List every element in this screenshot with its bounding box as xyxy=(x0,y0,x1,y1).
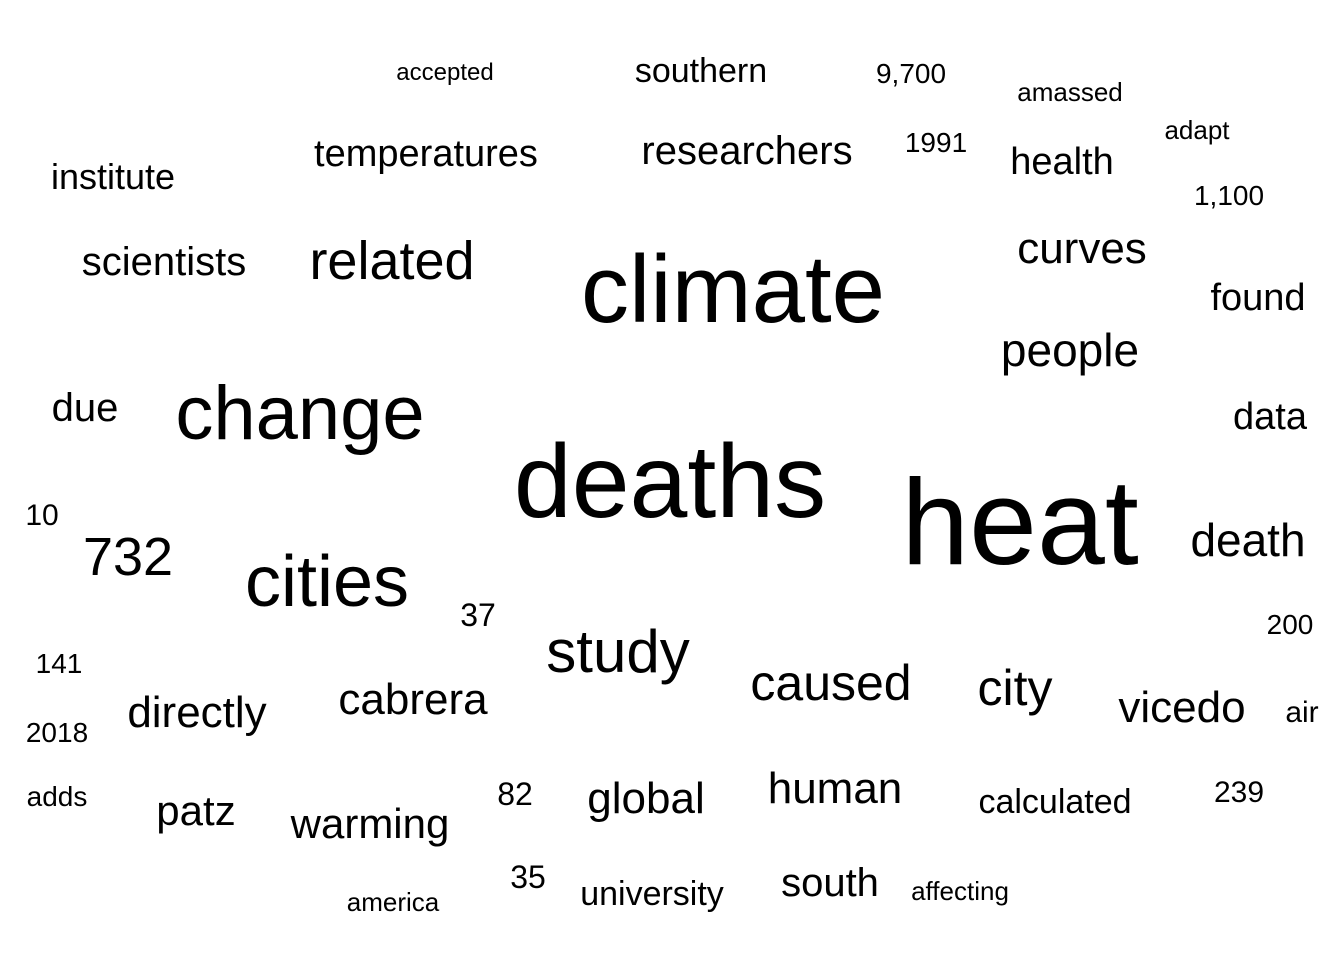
word: deaths xyxy=(513,424,827,540)
word: 200 xyxy=(1266,609,1314,640)
word: adds xyxy=(26,781,88,812)
word: 1991 xyxy=(904,127,968,158)
word: 239 xyxy=(1213,776,1265,809)
word: global xyxy=(587,774,705,823)
word: 37 xyxy=(460,597,496,633)
word: adapt xyxy=(1164,115,1230,145)
word: accepted xyxy=(396,59,494,86)
word: climate xyxy=(580,236,886,343)
word: 732 xyxy=(82,527,174,587)
word: heat xyxy=(901,454,1139,590)
word: vicedo xyxy=(1118,683,1246,732)
word: 10 xyxy=(25,499,59,532)
word: 1,100 xyxy=(1193,180,1265,211)
word: temperatures xyxy=(314,133,538,175)
word: health xyxy=(1010,141,1114,183)
word: change xyxy=(175,371,425,456)
word: air xyxy=(1285,696,1319,729)
word: cities xyxy=(244,542,410,622)
word: scientists xyxy=(81,240,247,284)
word: affecting xyxy=(911,876,1009,906)
word: 141 xyxy=(35,648,83,679)
word: south xyxy=(781,861,879,905)
word: found xyxy=(1210,277,1306,319)
word: southern xyxy=(634,52,768,90)
word: directly xyxy=(127,688,267,737)
word: due xyxy=(51,386,119,430)
word: cabrera xyxy=(338,675,488,724)
word: patz xyxy=(156,787,236,834)
word: study xyxy=(546,618,690,685)
word: university xyxy=(580,875,724,913)
word: data xyxy=(1233,396,1307,438)
word: 35 xyxy=(510,859,546,895)
word: researchers xyxy=(641,129,853,173)
word: related xyxy=(309,231,475,291)
word: amassed xyxy=(1017,77,1123,107)
word: curves xyxy=(1017,224,1147,273)
word: america xyxy=(346,887,440,917)
word: calculated xyxy=(978,783,1132,821)
word: death xyxy=(1190,514,1306,566)
word: city xyxy=(977,660,1053,716)
word: human xyxy=(767,764,903,813)
word: caused xyxy=(750,655,912,711)
word: 82 xyxy=(497,776,533,812)
word: warming xyxy=(290,800,450,847)
word: 2018 xyxy=(25,717,89,748)
word: institute xyxy=(50,156,176,197)
word: 9,700 xyxy=(875,58,947,89)
word: people xyxy=(1000,324,1140,376)
